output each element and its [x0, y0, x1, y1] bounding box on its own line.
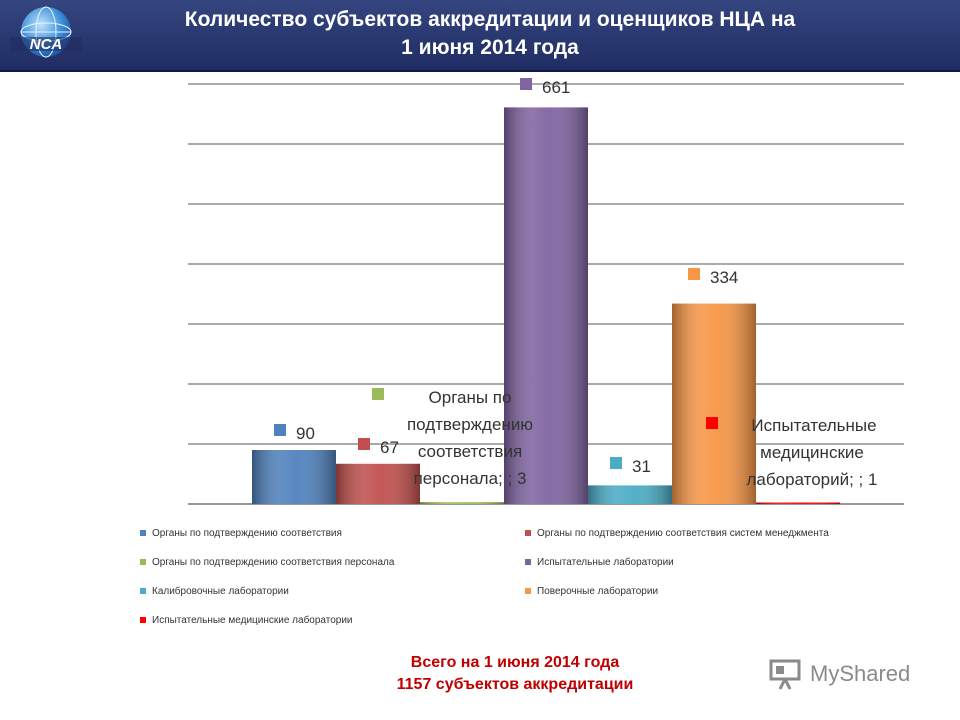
bar-chart: 90 67 Органы по подтверждению соответствия пе…: [188, 78, 904, 505]
title-line-1: Количество субъектов аккредитации и оцен…: [184, 8, 796, 31]
header-banner: NCA Количество субъектов аккредитации и …: [0, 0, 960, 72]
data-label-marker-1: [274, 424, 286, 436]
watermark: MyShared: [768, 657, 910, 691]
data-label-marker-4: [520, 78, 532, 90]
legend-label: Испытательные медицинские лаборатории: [152, 615, 353, 626]
legend-item-2: Органы по подтверждению соответствия сис…: [525, 528, 829, 539]
data-label-marker-3: [372, 388, 384, 400]
legend: Органы по подтверждению соответствия Орга…: [140, 524, 920, 634]
bar-shade: [588, 485, 672, 504]
data-labels: 90 67 Органы по подтверждению соответствия пе…: [274, 78, 877, 489]
legend-swatch: [525, 588, 531, 595]
bar-shade: [672, 303, 756, 504]
data-label-marker-5: [610, 457, 622, 469]
presentation-icon: [769, 659, 801, 690]
data-label-marker-2: [358, 438, 370, 450]
data-label-5: 31: [632, 457, 651, 476]
legend-item-3: Органы по подтверждению соответствия пер…: [140, 557, 394, 568]
bar-shade: [252, 450, 336, 504]
total-summary: Всего на 1 июня 2014 года 1157 субъектов…: [300, 652, 730, 696]
data-label-4: 661: [542, 78, 570, 97]
data-label-7: Испытательные медицинские лабораторий; ; 1: [747, 416, 878, 489]
page-title: Количество субъектов аккредитации и оцен…: [120, 6, 860, 62]
legend-item-7: Испытательные медицинские лаборатории: [140, 615, 353, 626]
data-label-marker-6: [688, 268, 700, 280]
bar-shade: [420, 502, 504, 504]
data-label-3: Органы по подтверждению соответствия персон…: [407, 388, 533, 488]
data-label-2: 67: [380, 438, 399, 457]
watermark-text: MyShared: [810, 661, 911, 686]
title-line-2: 1 июня 2014 года: [401, 36, 579, 59]
bars: [252, 107, 840, 505]
legend-label: Органы по подтверждению соответствия: [152, 528, 342, 539]
legend-label: Поверочные лаборатории: [537, 586, 659, 597]
data-label-6: 334: [710, 268, 738, 287]
legend-label: Калибровочные лаборатории: [152, 586, 289, 597]
legend-item-4: Испытательные лаборатории: [525, 557, 674, 568]
legend-item-1: Органы по подтверждению соответствия: [140, 528, 342, 539]
legend-item-5: Калибровочные лаборатории: [140, 586, 289, 597]
bar-shade: [756, 502, 840, 504]
legend-label: Органы по подтверждению соответствия сис…: [537, 528, 829, 539]
legend-swatch: [140, 588, 146, 595]
legend-label: Органы по подтверждению соответствия пер…: [152, 557, 395, 568]
legend-swatch: [140, 617, 146, 624]
legend-swatch: [525, 530, 531, 537]
data-label-marker-7: [706, 417, 718, 429]
legend-swatch: [525, 559, 531, 566]
legend-label: Испытательные лаборатории: [537, 557, 674, 568]
legend-swatch: [140, 559, 146, 566]
bar-shade: [336, 463, 420, 504]
logo-text: NCA: [30, 36, 63, 53]
nca-logo: NCA: [10, 6, 82, 58]
total-line-2: 1157 субъектов аккредитации: [396, 676, 634, 693]
bar-shade: [504, 107, 588, 505]
data-label-1: 90: [296, 424, 315, 443]
total-line-1: Всего на 1 июня 2014 года: [410, 654, 620, 671]
legend-swatch: [140, 530, 146, 537]
legend-item-6: Поверочные лаборатории: [525, 586, 658, 597]
